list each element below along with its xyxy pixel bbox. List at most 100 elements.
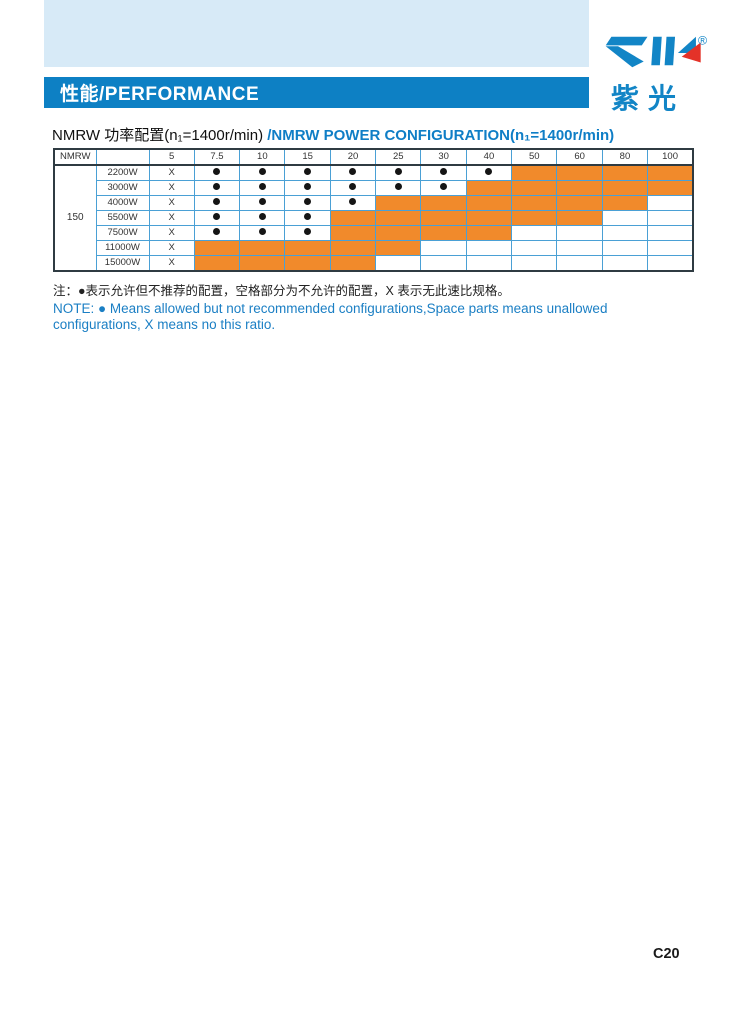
config-cell <box>601 210 649 226</box>
config-cell <box>647 180 694 196</box>
page-number: C20 <box>653 946 680 962</box>
ratio-header: 5 <box>148 148 195 166</box>
allowed-dot-icon <box>394 182 402 190</box>
config-cell <box>601 195 649 211</box>
allowed-dot-icon <box>304 212 312 220</box>
config-cell <box>647 210 694 226</box>
allowed-dot-icon <box>213 182 221 190</box>
config-cell: X <box>148 164 195 181</box>
allowed-dot-icon <box>349 197 357 205</box>
config-cell <box>375 225 422 241</box>
ratio-header: 25 <box>375 148 422 166</box>
config-cell <box>375 195 422 211</box>
config-cell <box>556 240 603 256</box>
config-cell <box>329 195 377 211</box>
config-cell: X <box>148 240 195 256</box>
ratio-header: 100 <box>647 148 694 166</box>
config-cell <box>239 240 286 256</box>
config-cell <box>511 225 558 241</box>
config-cell: X <box>148 195 195 211</box>
allowed-dot-icon <box>440 167 448 175</box>
config-cell <box>193 164 241 181</box>
power-cell: 5500W <box>95 210 150 226</box>
config-cell <box>284 180 331 196</box>
zik-logo-icon: ® <box>605 33 707 68</box>
ratio-header: 15 <box>284 148 331 166</box>
config-cell <box>284 255 331 272</box>
config-cell <box>601 255 649 272</box>
config-cell <box>193 225 241 241</box>
config-cell <box>375 255 422 272</box>
table-row: 150 2200W X <box>53 164 694 272</box>
config-cell <box>239 210 286 226</box>
config-cell <box>375 210 422 226</box>
allowed-dot-icon <box>258 227 266 235</box>
config-cell <box>284 164 331 181</box>
config-cell <box>647 225 694 241</box>
note-english-line1: NOTE: ● Means allowed but not recommende… <box>53 301 608 316</box>
allowed-dot-icon <box>213 212 221 220</box>
config-cell <box>601 180 649 196</box>
config-cell <box>556 164 603 181</box>
config-cell <box>193 255 241 272</box>
config-cell <box>284 225 331 241</box>
config-cell: X <box>148 180 195 196</box>
config-cell: X <box>148 225 195 241</box>
config-cell <box>420 180 467 196</box>
config-cell <box>420 240 467 256</box>
config-cell <box>420 225 467 241</box>
config-cell <box>647 240 694 256</box>
power-cell: 2200W <box>95 164 150 181</box>
config-cell: X <box>148 255 195 272</box>
allowed-dot-icon <box>213 167 221 175</box>
config-cell <box>193 240 241 256</box>
section-title: 性能/PERFORMANCE <box>60 84 260 105</box>
config-cell <box>239 180 286 196</box>
allowed-dot-icon <box>304 182 312 190</box>
config-cell <box>329 180 377 196</box>
table-row: 3000W X <box>54 180 694 196</box>
allowed-dot-icon <box>349 182 357 190</box>
brand-logo: ® 紫光 <box>601 33 713 117</box>
allowed-dot-icon <box>485 167 493 175</box>
allowed-dot-icon <box>440 182 448 190</box>
config-cell <box>420 210 467 226</box>
section-banner: 性能/PERFORMANCE <box>44 77 589 108</box>
config-cell <box>511 255 558 272</box>
config-cell <box>284 240 331 256</box>
config-cell <box>511 164 558 181</box>
config-cell: X <box>148 210 195 226</box>
power-configuration-table: NMRW 5 7.5 10 15 20 25 30 40 50 60 80 100 150 2200W X… <box>53 148 694 272</box>
allowed-dot-icon <box>213 227 221 235</box>
ratio-header: 10 <box>239 148 286 166</box>
config-cell <box>375 180 422 196</box>
power-cell: 11000W <box>95 240 150 256</box>
config-cell <box>329 164 377 181</box>
ratio-header: 60 <box>556 148 603 166</box>
config-cell <box>465 195 513 211</box>
config-cell <box>284 195 331 211</box>
corner-label: NMRW <box>53 148 97 166</box>
table-title-cn: NMRW 功率配置(n₁=1400r/min) <box>52 127 268 144</box>
config-cell <box>239 195 286 211</box>
table-title-en: /NMRW POWER CONFIGURATION(n₁=1400r/min) <box>267 127 615 144</box>
note-chinese: 注：●表示允许但不推荐的配置，空格部分为不允许的配置，X 表示无此速比规格。 <box>53 284 510 298</box>
config-cell <box>465 210 513 226</box>
config-cell <box>647 195 694 211</box>
config-cell <box>239 255 286 272</box>
config-cell <box>465 180 513 196</box>
config-cell <box>465 225 513 241</box>
config-cell <box>511 180 558 196</box>
config-cell <box>511 210 558 226</box>
model-cell: 150 <box>53 164 97 272</box>
config-cell <box>556 180 603 196</box>
config-cell <box>329 210 377 226</box>
config-cell <box>239 164 286 181</box>
config-cell <box>465 255 513 272</box>
allowed-dot-icon <box>258 197 266 205</box>
allowed-dot-icon <box>349 167 357 175</box>
config-cell <box>329 255 377 272</box>
table-row: 15000W X <box>54 255 694 272</box>
config-cell <box>239 225 286 241</box>
